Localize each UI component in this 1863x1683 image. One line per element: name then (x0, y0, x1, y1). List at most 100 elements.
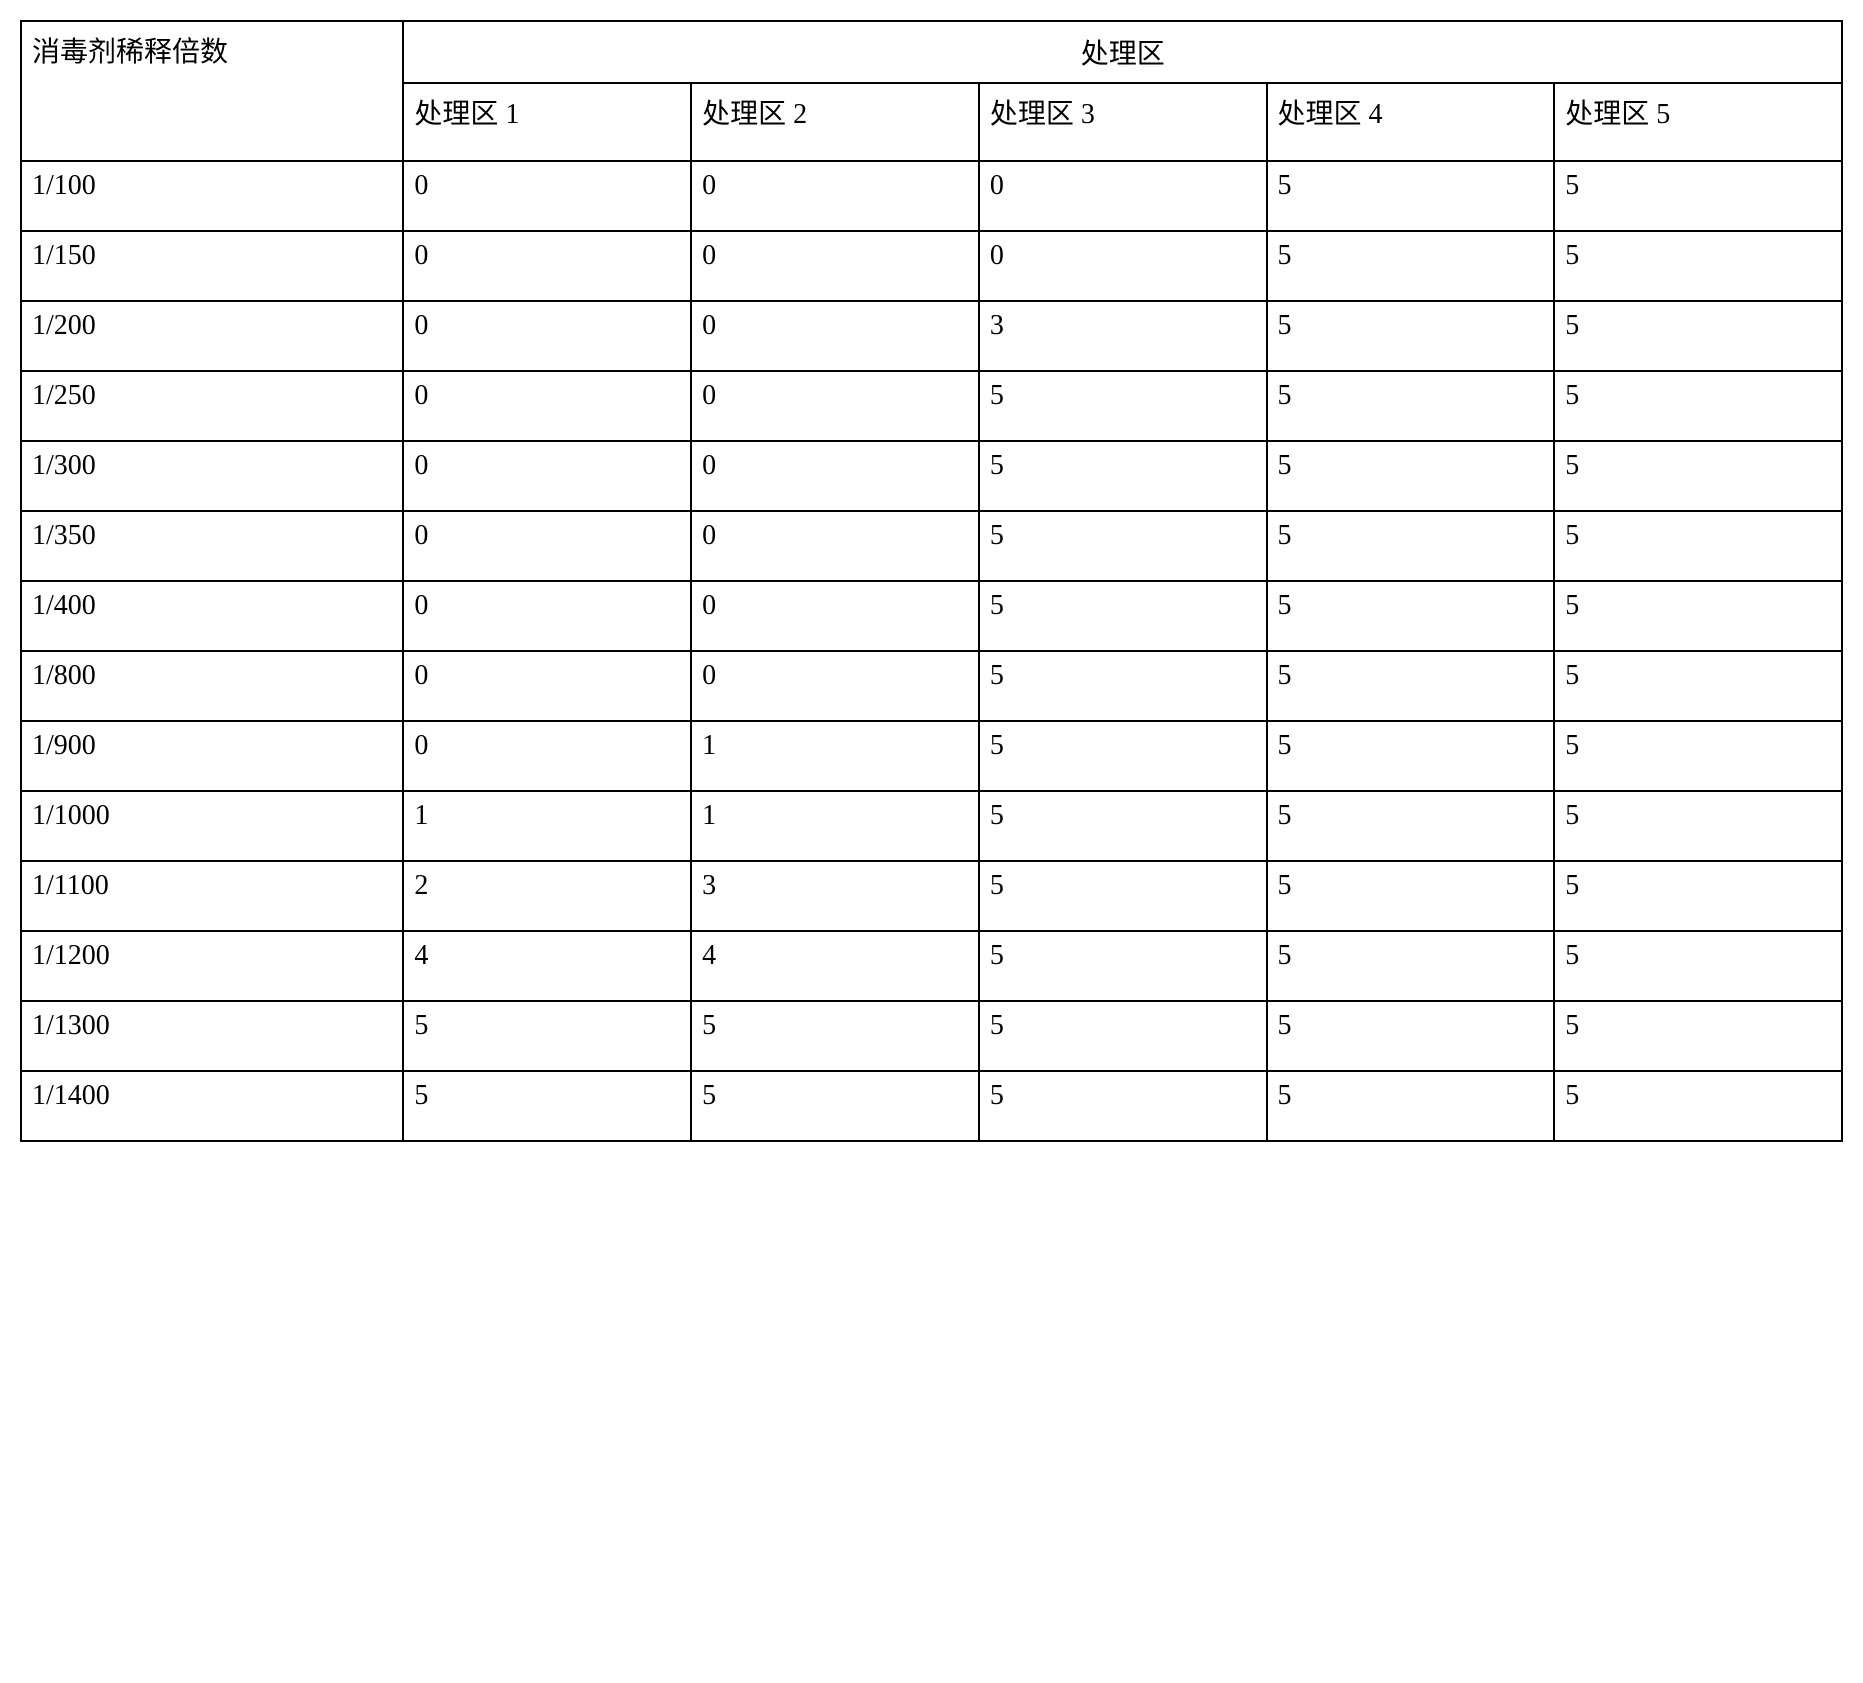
table-cell: 5 (1267, 441, 1555, 511)
table-cell: 5 (1267, 301, 1555, 371)
table-row: 1/1100 2 3 5 5 5 (21, 861, 1842, 931)
table-cell: 5 (403, 1071, 691, 1141)
row-label: 1/1300 (21, 1001, 403, 1071)
table-cell: 5 (1554, 511, 1842, 581)
table-row: 1/400 0 0 5 5 5 (21, 581, 1842, 651)
table-cell: 0 (403, 231, 691, 301)
table-row: 1/1200 4 4 5 5 5 (21, 931, 1842, 1001)
row-label: 1/900 (21, 721, 403, 791)
table-cell: 0 (403, 161, 691, 231)
table-cell: 0 (979, 231, 1267, 301)
table-cell: 5 (1554, 581, 1842, 651)
table-cell: 0 (691, 441, 979, 511)
table-cell: 5 (1554, 301, 1842, 371)
row-label: 1/250 (21, 371, 403, 441)
table-cell: 5 (979, 511, 1267, 581)
table-cell: 5 (1267, 1001, 1555, 1071)
table-header: 消毒剂稀释倍数 处理区 处理区 1 处理区 2 处理区 3 处理区 4 处理区 … (21, 21, 1842, 161)
table-body: 1/100 0 0 0 5 5 1/150 0 0 0 5 5 1/200 0 … (21, 161, 1842, 1141)
table-cell: 0 (691, 301, 979, 371)
table-cell: 5 (1554, 441, 1842, 511)
table-cell: 1 (691, 721, 979, 791)
table-cell: 5 (1554, 931, 1842, 1001)
group-header-label: 处理区 (403, 21, 1842, 83)
table-cell: 0 (691, 511, 979, 581)
table-cell: 5 (1554, 231, 1842, 301)
table-cell: 1 (691, 791, 979, 861)
table-cell: 5 (1267, 651, 1555, 721)
row-label: 1/1000 (21, 791, 403, 861)
table-cell: 5 (1554, 161, 1842, 231)
table-cell: 0 (691, 231, 979, 301)
column-header: 处理区 5 (1554, 83, 1842, 161)
table-cell: 5 (979, 651, 1267, 721)
row-label: 1/200 (21, 301, 403, 371)
row-label: 1/1400 (21, 1071, 403, 1141)
table-cell: 4 (403, 931, 691, 1001)
table-cell: 0 (979, 161, 1267, 231)
table-row: 1/1300 5 5 5 5 5 (21, 1001, 1842, 1071)
table-cell: 5 (691, 1071, 979, 1141)
table-cell: 5 (979, 931, 1267, 1001)
table-cell: 5 (979, 581, 1267, 651)
table-cell: 5 (1554, 721, 1842, 791)
table-cell: 5 (1267, 931, 1555, 1001)
dilution-table: 消毒剂稀释倍数 处理区 处理区 1 处理区 2 处理区 3 处理区 4 处理区 … (20, 20, 1843, 1142)
row-label: 1/100 (21, 161, 403, 231)
table-row: 1/250 0 0 5 5 5 (21, 371, 1842, 441)
table-row: 1/150 0 0 0 5 5 (21, 231, 1842, 301)
table-cell: 5 (979, 371, 1267, 441)
row-label: 1/400 (21, 581, 403, 651)
table-cell: 0 (403, 581, 691, 651)
column-header: 处理区 4 (1267, 83, 1555, 161)
table-cell: 5 (1267, 511, 1555, 581)
table-cell: 5 (979, 1071, 1267, 1141)
table-cell: 5 (1267, 721, 1555, 791)
table-row: 1/900 0 1 5 5 5 (21, 721, 1842, 791)
row-label: 1/350 (21, 511, 403, 581)
table-cell: 5 (691, 1001, 979, 1071)
table-cell: 5 (1267, 161, 1555, 231)
table-cell: 5 (1554, 1001, 1842, 1071)
table-cell: 0 (691, 371, 979, 441)
table-row: 1/1400 5 5 5 5 5 (21, 1071, 1842, 1141)
table-cell: 3 (979, 301, 1267, 371)
table-cell: 5 (979, 441, 1267, 511)
table-cell: 3 (691, 861, 979, 931)
table-cell: 5 (979, 1001, 1267, 1071)
table-cell: 5 (979, 791, 1267, 861)
table-cell: 5 (1554, 371, 1842, 441)
table-cell: 5 (1267, 1071, 1555, 1141)
table-cell: 5 (1554, 861, 1842, 931)
table-cell: 4 (691, 931, 979, 1001)
table-cell: 5 (1554, 1071, 1842, 1141)
table-cell: 0 (403, 371, 691, 441)
table-cell: 0 (403, 511, 691, 581)
column-header: 处理区 3 (979, 83, 1267, 161)
header-row-1: 消毒剂稀释倍数 处理区 (21, 21, 1842, 83)
row-label: 1/300 (21, 441, 403, 511)
column-header: 处理区 1 (403, 83, 691, 161)
table-cell: 5 (1267, 861, 1555, 931)
table-cell: 0 (691, 581, 979, 651)
table-cell: 0 (403, 441, 691, 511)
column-header: 处理区 2 (691, 83, 979, 161)
table-cell: 0 (691, 651, 979, 721)
table-cell: 5 (1267, 371, 1555, 441)
table-cell: 5 (1267, 791, 1555, 861)
table-row: 1/300 0 0 5 5 5 (21, 441, 1842, 511)
table-cell: 5 (1267, 581, 1555, 651)
table-cell: 0 (691, 161, 979, 231)
table-cell: 0 (403, 721, 691, 791)
table-row: 1/200 0 0 3 5 5 (21, 301, 1842, 371)
table-cell: 5 (1554, 651, 1842, 721)
table-row: 1/1000 1 1 5 5 5 (21, 791, 1842, 861)
table-cell: 5 (1554, 791, 1842, 861)
table-cell: 1 (403, 791, 691, 861)
table-row: 1/800 0 0 5 5 5 (21, 651, 1842, 721)
table-cell: 5 (979, 721, 1267, 791)
table-cell: 0 (403, 651, 691, 721)
table-cell: 2 (403, 861, 691, 931)
table-cell: 5 (1267, 231, 1555, 301)
row-label: 1/150 (21, 231, 403, 301)
